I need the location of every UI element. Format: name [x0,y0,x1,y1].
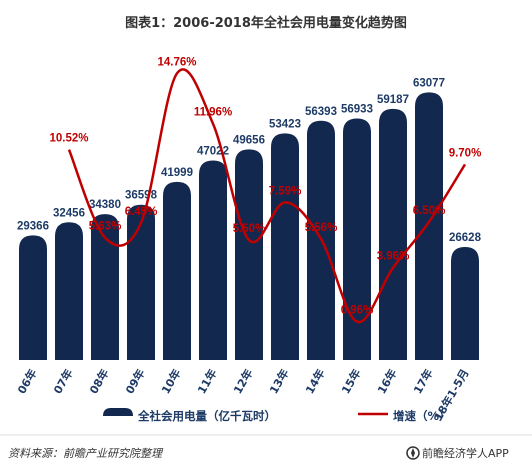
growth-rate-labels: 10.52% 5.63%6.45% 14.76% 11.96% 5.50% 7.59% 5.… [49,56,481,316]
rate-value-label: 6.45% [125,206,158,218]
bar [415,92,443,360]
bar-value-label: 49656 [233,134,265,146]
legend-bar-label: 全社会用电量（亿千瓦时） [137,409,276,423]
legend: 全社会用电量（亿千瓦时） 增速（%） [103,408,451,423]
legend-bar-swatch [103,408,133,416]
x-tick-label: 07年 [50,367,75,397]
bar-value-label: 32456 [53,207,85,219]
bar-value-labels: 2936632456343803659841999470224965653423… [17,77,482,244]
bar [235,149,263,360]
bar [379,108,407,361]
source-note: 资料来源：前瞻产业研究院整理 [8,447,164,460]
x-tick-label: 16年 [374,367,399,397]
compass-needle-icon [411,448,415,458]
bar-value-label: 41999 [161,167,193,179]
bar-value-label: 59187 [377,94,409,106]
growth-rate-line [67,68,467,323]
bar-value-label: 56393 [305,106,337,118]
x-tick-label: 09年 [122,367,147,397]
x-tick-label: 10年 [158,367,183,397]
bar [55,222,83,360]
bar [163,181,191,360]
x-tick-label: 17年 [410,367,435,397]
compass-icon [406,446,420,460]
rate-value-label: 9.70% [449,147,482,159]
bar-value-label: 34380 [89,199,121,211]
brand-mark: 前瞻经济学人APP [406,446,509,460]
bar-value-label: 63077 [413,77,445,89]
rate-value-label: 14.76% [157,56,196,68]
rate-value-label: 0.96% [341,305,374,317]
bar-value-label: 26628 [449,232,482,244]
x-tick-label: 14年 [302,367,327,397]
x-tick-label: 13年 [266,367,291,397]
bar-value-label: 36598 [125,190,158,202]
brand-text: 前瞻经济学人APP [422,446,509,460]
rate-value-label: 5.56% [305,222,338,234]
rate-value-label: 11.96% [194,107,232,119]
rate-value-label: 5.50% [233,223,266,235]
bar [199,160,227,360]
bar-value-label: 56933 [341,103,373,115]
legend-line-label: 增速（%） [393,409,451,423]
x-tick-label: 08年 [86,367,111,397]
x-tick-label: 15年 [338,367,363,397]
rate-value-label: 7.59% [269,185,302,197]
rate-value-label: 10.52% [49,133,88,145]
x-tick-label: 12年 [230,367,255,397]
bar [343,118,371,360]
bar [91,214,119,360]
rate-value-label: 3.96% [377,251,410,263]
x-tick-label: 06年 [14,367,39,397]
bar-value-label: 53423 [269,118,301,130]
x-tick-label: 11年 [194,367,219,397]
bar [271,133,299,360]
chart-title: 图表1：2006-2018年全社会用电量变化趋势图 [125,15,407,31]
bar [127,204,155,360]
rate-value-label: 6.50% [413,205,446,217]
rate-value-label: 5.63% [89,221,122,233]
bar-value-label: 29366 [17,220,49,232]
bar [451,247,479,360]
bar [19,235,47,360]
